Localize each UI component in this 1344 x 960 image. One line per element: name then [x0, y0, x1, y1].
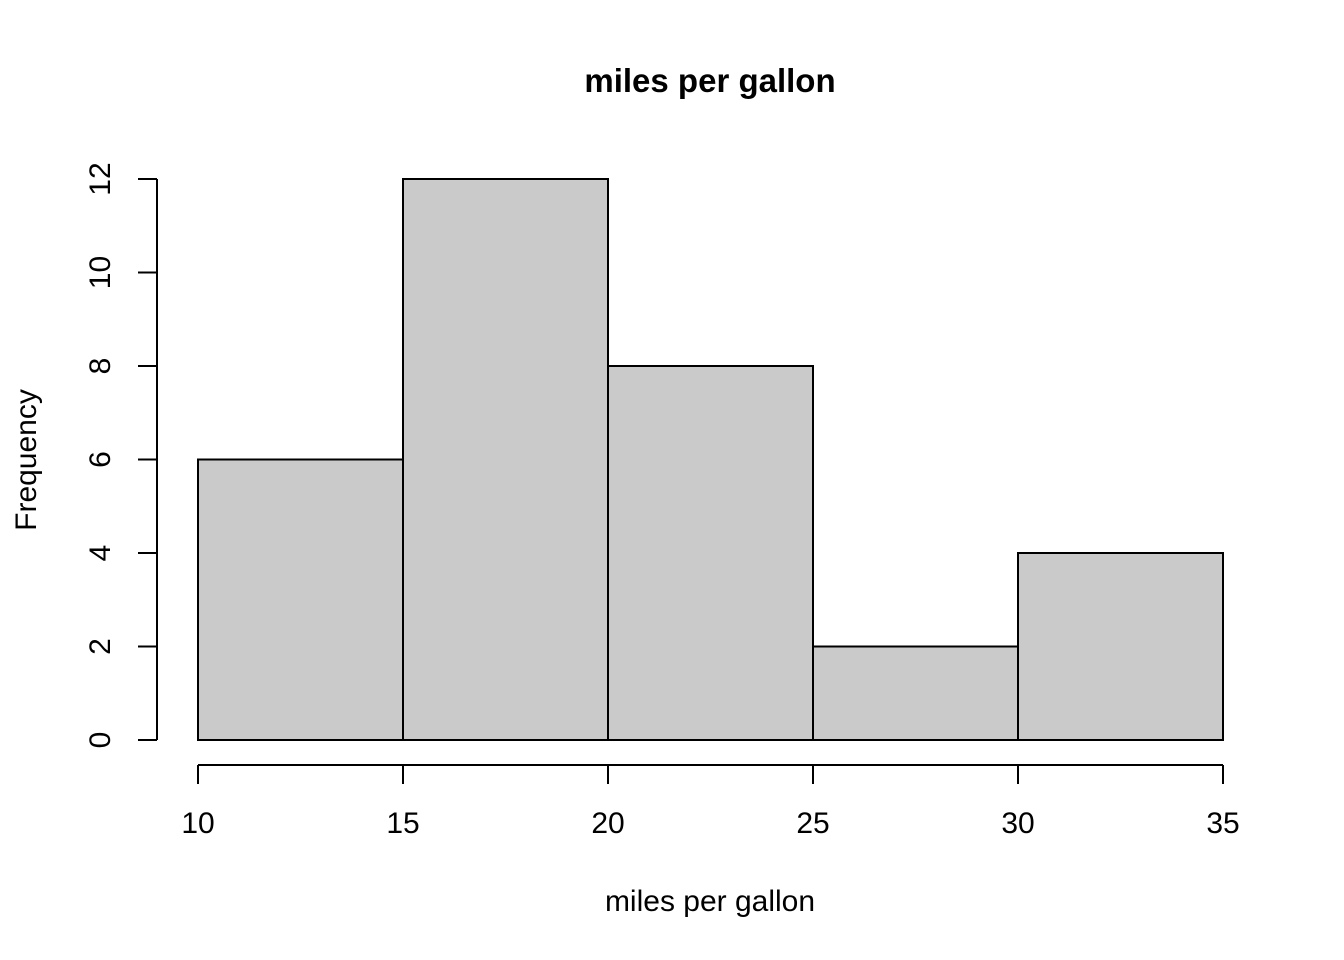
- y-tick-label: 12: [84, 162, 117, 195]
- y-tick-label: 10: [84, 256, 117, 289]
- x-tick-label: 30: [1001, 807, 1034, 840]
- histogram-bar: [607, 365, 814, 741]
- x-tick-label: 35: [1206, 807, 1239, 840]
- y-axis: 0 2 4 6 8 10 12: [84, 162, 158, 749]
- chart-title: miles per gallon: [584, 62, 835, 99]
- y-tick-label: 8: [84, 358, 117, 375]
- histogram-bar: [197, 458, 404, 741]
- x-tick-label: 15: [386, 807, 419, 840]
- histogram-bar: [1017, 552, 1224, 741]
- x-tick-label: 20: [591, 807, 624, 840]
- histogram-bar: [402, 178, 609, 741]
- x-tick-label: 25: [796, 807, 829, 840]
- x-axis: 10 15 20 25 30 35: [181, 764, 1240, 840]
- y-axis-title: Frequency: [10, 389, 43, 531]
- x-axis-title: miles per gallon: [605, 885, 815, 918]
- y-tick-label: 4: [84, 545, 117, 562]
- x-tick-label: 10: [181, 807, 214, 840]
- y-tick-label: 6: [84, 451, 117, 468]
- y-tick-label: 2: [84, 638, 117, 655]
- histogram-bars: [197, 178, 1224, 741]
- y-tick-label: 0: [84, 732, 117, 749]
- histogram-bar: [812, 645, 1019, 741]
